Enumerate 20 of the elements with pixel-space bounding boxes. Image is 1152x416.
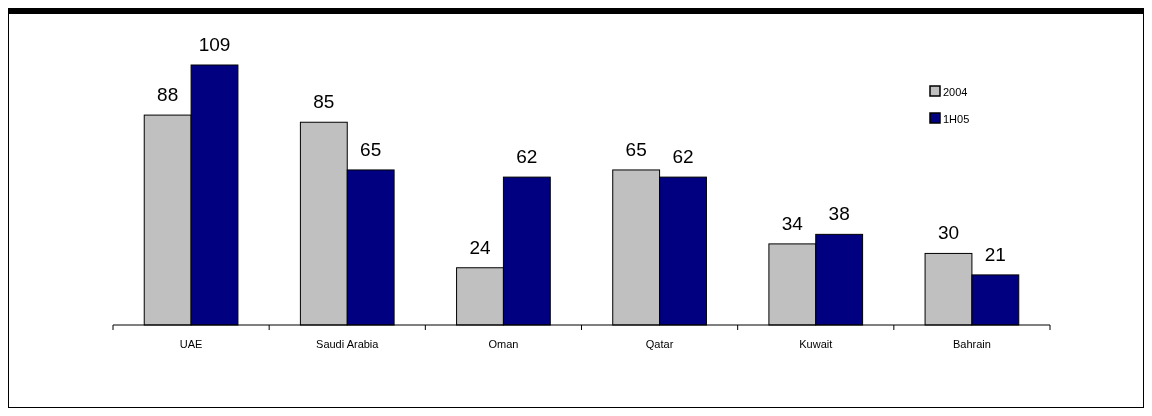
data-label: 21 (984, 243, 1006, 265)
x-tick-label: Kuwait (799, 338, 833, 350)
data-label: 38 (828, 203, 850, 225)
data-label: 88 (157, 84, 179, 106)
data-label: 109 (198, 34, 231, 55)
legend-label: 1H05 (943, 113, 970, 125)
x-tick-label: UAE (179, 338, 203, 350)
data-label: 62 (516, 146, 538, 168)
data-label: 34 (781, 212, 804, 234)
x-tick-label: Oman (488, 338, 519, 350)
legend-label: 2004 (943, 86, 968, 98)
x-tick-label: Saudi Arabia (316, 338, 380, 350)
x-tick-label: Qatar (645, 338, 674, 350)
data-label: 62 (672, 146, 694, 168)
data-label: 65 (625, 138, 647, 160)
data-label: 85 (313, 91, 335, 113)
data-label: 65 (360, 138, 382, 160)
data-label: 24 (469, 236, 491, 258)
data-label: 30 (937, 222, 960, 244)
x-tick-label: Bahrain (952, 338, 991, 350)
